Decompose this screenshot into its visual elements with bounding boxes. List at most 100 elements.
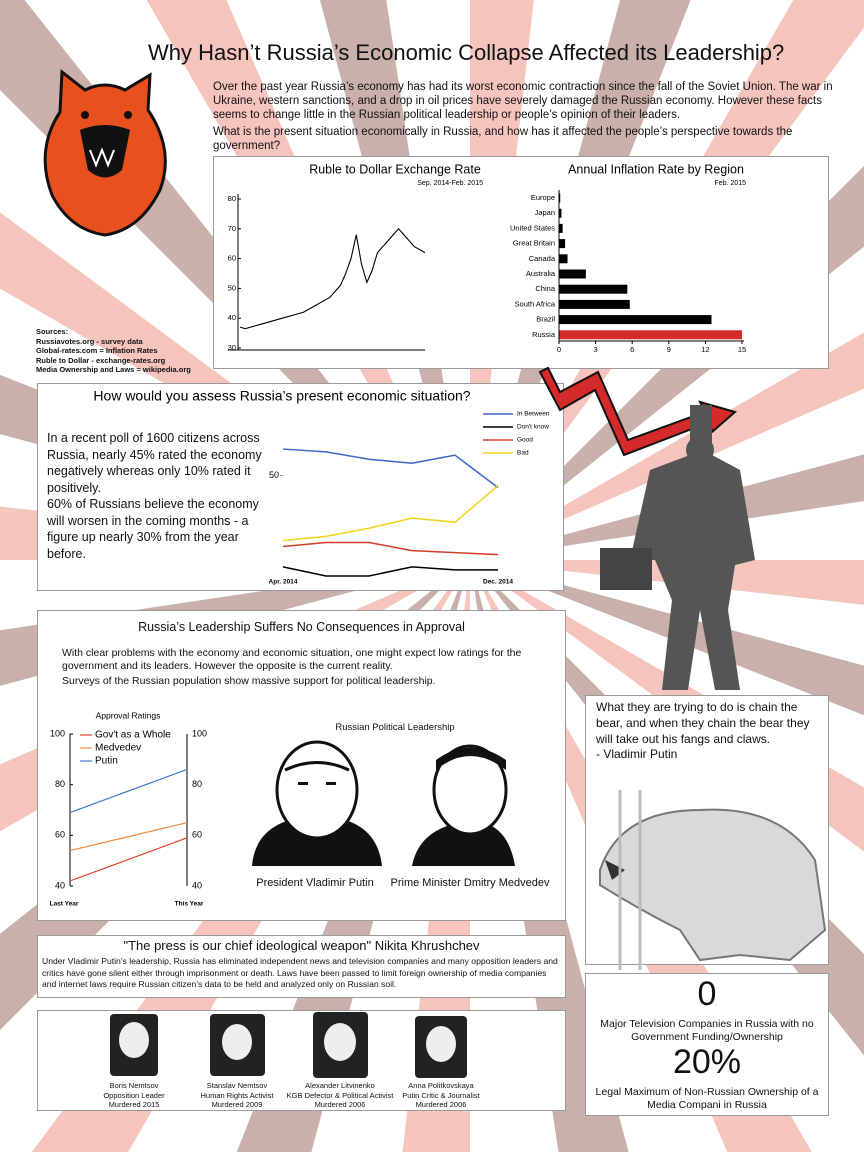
rate-line [239,227,426,330]
category-label: Australia [526,269,556,278]
stat-value: 20% [672,1043,742,1081]
victim-fate: Murdered 2006 [415,1100,467,1109]
x-tick-label: 6 [630,345,634,354]
bar [559,299,630,309]
press-title: "The press is our chief ideological weap… [123,938,480,953]
portraits-title: Russian Political Leadership [335,722,455,733]
bar [559,193,561,203]
y-tick-label: 60 [228,254,236,263]
y-tick-label: 70 [228,224,236,233]
y2-tick-label: 60 [192,830,202,840]
victim-name: Stanslav Nemtsov [206,1081,268,1090]
x-tick-label: 15 [738,345,746,354]
x-tick-label: 3 [594,345,598,354]
category-label: Brazil [536,315,555,324]
legend-label: Bad [517,450,529,457]
source-line: Ruble to Dollar - exchange-rates.org [36,355,166,365]
series-line [282,566,498,577]
y-tick-label: 80 [55,779,65,789]
victim-role: Human Rights Activist [200,1090,274,1100]
chart-subtitle: Feb. 2015 [714,180,746,187]
bar [559,223,563,233]
legend-label: In Between [517,411,550,418]
stat-label: Major Television Companies in Russia wit… [600,1018,814,1043]
victim-name: Anna Politkovskaya [408,1081,474,1090]
victim-role: KGB Defector & Political Activist [286,1090,394,1100]
y-tick-label: 80 [228,194,236,203]
x-tick-label: Dec. 2014 [483,579,513,586]
source-line: Sources: [36,327,69,336]
victim-role: Opposition Leader [103,1090,165,1100]
stats-panel [585,973,829,1116]
bar [559,315,712,325]
press-panel [37,935,566,998]
poll-text: In a recent poll of 1600 citizens across… [47,431,262,495]
x-tick-label: Apr. 2014 [269,579,298,586]
y-tick-label: 100 [50,728,65,738]
series-line [282,485,499,542]
victim-name: Alexander Litvinenko [305,1081,375,1090]
bar [559,284,628,294]
medvedev-portrait [412,744,515,866]
poll-text: 60% of Russians believe the economy will… [47,497,259,561]
category-label: Canada [529,254,556,263]
stat-value: 0 [697,975,717,1013]
bar [559,208,562,218]
ray [470,332,864,560]
portrait-caption: President Vladimir Putin [256,877,374,889]
man-silhouette [600,405,755,690]
category-label: Europe [531,193,555,202]
victim-role: Putin Critic & Journalist [402,1090,480,1100]
y-tick-label: 50 [228,283,236,292]
press-text: Under Vladimir Putin’s leadership, Russi… [42,956,558,989]
series-line [282,448,499,489]
y-tick-label: 40 [55,880,65,890]
leadership-text: Surveys of the Russian population show m… [62,675,436,687]
bear-head-icon [43,69,167,237]
x-tick-label: 0 [557,345,561,354]
y2-tick-label: 80 [192,779,202,789]
quote-text: What they are trying to do is chain the … [596,700,810,746]
y-tick-label: 40 [228,313,236,322]
stat-label: Legal Maximum of Non-Russian Ownership o… [595,1086,819,1111]
x-tick-label: Last Year [50,901,79,908]
victim-fate: Murdered 2009 [211,1100,263,1109]
bar [559,269,586,279]
x-tick-label: 9 [667,345,671,354]
source-line: Media Ownership and Laws = wikipedia.org [36,365,191,374]
x-tick-label: 12 [701,345,709,354]
source-line: Russiavotes.org - survey data [36,336,143,346]
series-line [69,822,188,852]
y2-tick-label: 100 [192,728,207,738]
x-tick-label: This Year [175,901,204,908]
intro-question: What is the present situation economical… [213,126,793,152]
series-line [69,837,188,882]
leadership-text: With clear problems with the economy and… [62,647,522,672]
putin-portrait [252,740,382,866]
sources: Sources: Russiavotes.org - survey data G… [36,327,191,375]
poll-panel [37,383,564,591]
page-title: Why Hasn’t Russia’s Economic Collapse Af… [148,40,785,65]
series-line [282,541,499,556]
category-label: Japan [535,208,555,217]
intro-text: Over the past year Russia’s economy has … [213,81,833,121]
bar [559,254,568,264]
category-label: United States [510,223,555,232]
bar [559,330,742,340]
chart-title: How would you assess Russia’s present ec… [93,388,470,404]
chart-subtitle: Sep. 2014-Feb. 2015 [417,180,483,187]
series-line [69,768,188,814]
legend-label: Good [517,437,533,444]
y-tick-label: 50 [269,470,279,480]
quote-author: - Vladimir Putin [596,747,678,761]
y2-tick-label: 40 [192,880,202,890]
chart-title: Annual Inflation Rate by Region [568,162,744,176]
portrait-caption: Prime Minister Dmitry Medvedev [390,877,550,889]
chart-title: Approval Ratings [96,710,161,720]
leadership-title: Russia’s Leadership Suffers No Consequen… [138,620,465,634]
chart-title: Ruble to Dollar Exchange Rate [309,162,481,176]
y-tick-label: 60 [55,830,65,840]
category-label: Great Britain [513,239,555,248]
